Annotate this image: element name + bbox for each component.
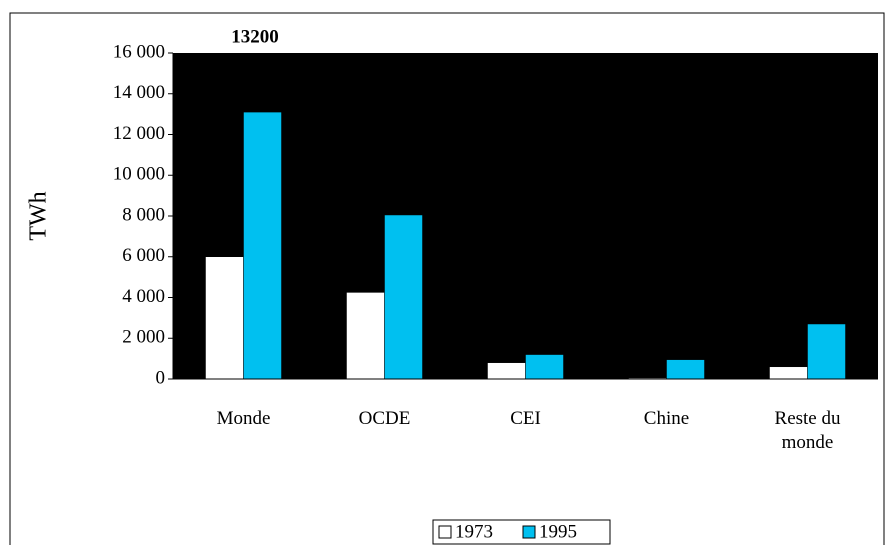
x-tick-label: OCDE	[358, 408, 411, 429]
y-tick-label: 4 000	[122, 286, 165, 307]
y-tick-label: 8 000	[122, 204, 165, 225]
y-tick-label: 14 000	[113, 82, 165, 103]
bar	[243, 111, 282, 380]
bar	[346, 292, 385, 380]
y-axis-label: TWh	[26, 191, 52, 240]
annotation: 13200	[231, 26, 279, 47]
legend-label: 1973	[455, 521, 493, 542]
legend-box	[432, 519, 611, 545]
x-tick-label: Reste du monde	[774, 408, 841, 453]
y-tick-label: 12 000	[113, 123, 165, 144]
legend-swatch	[438, 525, 452, 539]
bar	[525, 354, 564, 380]
x-tick-label: Chine	[643, 408, 690, 429]
bar	[666, 359, 705, 380]
x-tick-label: Monde	[216, 408, 271, 429]
bar	[487, 362, 526, 380]
y-tick-label: 2 000	[122, 327, 165, 348]
y-tick-label: 16 000	[113, 41, 165, 62]
y-tick-label: 0	[156, 367, 166, 388]
bar	[769, 366, 808, 380]
legend-swatch	[522, 525, 536, 539]
y-tick-label: 10 000	[113, 164, 165, 185]
bar	[807, 323, 846, 380]
x-tick-label: CEI	[510, 408, 541, 429]
y-tick-label: 6 000	[122, 245, 165, 266]
plot-area	[173, 53, 878, 379]
legend-label: 1995	[539, 521, 577, 542]
bar	[205, 256, 244, 380]
bar	[384, 214, 423, 380]
